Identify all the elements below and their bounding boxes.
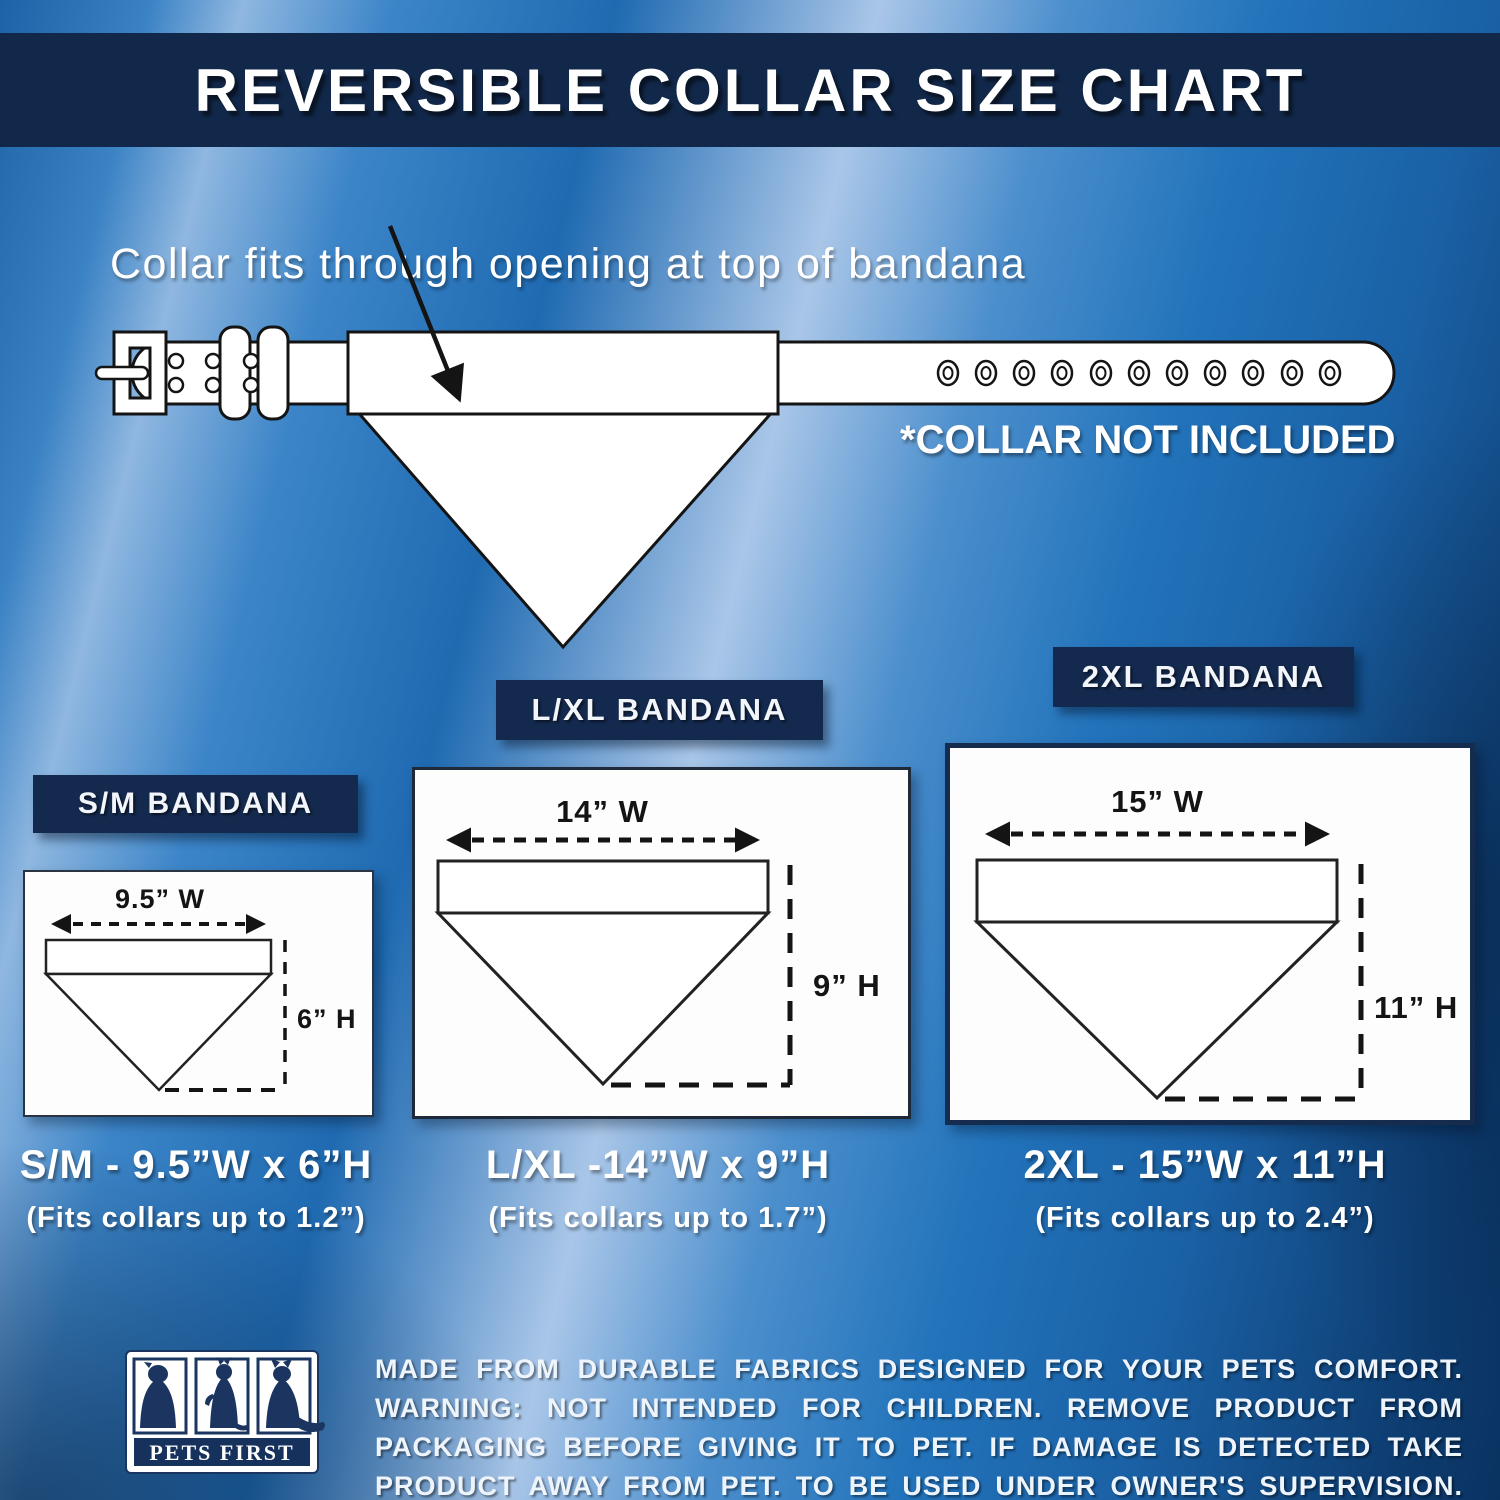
size-panel-2xl: 15” W 11” H: [945, 743, 1475, 1125]
page-title: REVERSIBLE COLLAR SIZE CHART: [194, 56, 1306, 124]
dog-silhouette-icon: [205, 1357, 249, 1431]
bandana-sleeve: [346, 330, 780, 416]
size-fits-text: (Fits collars up to 2.4”): [1035, 1202, 1375, 1234]
warning-text: MADE FROM DURABLE FABRICS DESIGNED FOR Y…: [375, 1350, 1463, 1500]
triangle-outline: [43, 972, 274, 1092]
dog-silhouette-icon: [266, 1359, 325, 1432]
size-fits-text: (Fits collars up to 1.2”): [26, 1202, 366, 1234]
buckle-holes: [167, 352, 260, 394]
collar-channel: [436, 859, 770, 915]
size-caption-lxl: L/XL -14”W x 9”H (Fits collars up to 1.7…: [458, 1143, 858, 1235]
collar-channel: [975, 858, 1339, 924]
height-dimension-label: 6” H: [297, 1004, 357, 1034]
height-dimension-label: 11” H: [1374, 990, 1459, 1025]
size-panel-lxl: 14” W 9” H: [412, 767, 911, 1119]
dog-silhouette-icon: [140, 1362, 176, 1428]
size-diagram-sm: [43, 914, 287, 1092]
size-dimensions-text: 2XL - 15”W x 11”H: [1023, 1143, 1387, 1187]
pets-first-logo: PETS FIRST: [125, 1350, 325, 1474]
warning-line: PRODUCT AWAY FROM PET. TO BE USED UNDER …: [375, 1471, 1463, 1500]
width-dimension-label: 14” W: [556, 794, 649, 829]
size-badge-sm: S/M BANDANA: [33, 775, 358, 833]
width-dimension-label: 9.5” W: [114, 884, 206, 914]
size-caption-sm: S/M - 9.5”W x 6”H (Fits collars up to 1.…: [6, 1143, 386, 1235]
collar-not-included-note: *COLLAR NOT INCLUDED: [900, 418, 1396, 462]
size-badge-label: L/XL BANDANA: [531, 692, 788, 727]
warning-line: MADE FROM DURABLE FABRICS DESIGNED FOR Y…: [375, 1354, 1463, 1384]
size-dimensions-text: S/M - 9.5”W x 6”H: [19, 1143, 373, 1187]
collar-buckle: [94, 325, 290, 421]
size-fits-text: (Fits collars up to 1.7”): [488, 1202, 828, 1234]
warning-line: WARNING: NOT INTENDED FOR CHILDREN. REMO…: [375, 1393, 1463, 1423]
triangle-outline: [434, 911, 772, 1087]
width-dimension-label: 15” W: [1111, 784, 1204, 819]
triangle-outline: [973, 920, 1341, 1101]
header-band: REVERSIBLE COLLAR SIZE CHART: [0, 33, 1500, 147]
size-badge-label: S/M BANDANA: [77, 787, 314, 820]
collar-caption: Collar fits through opening at top of ba…: [110, 240, 1027, 288]
collar-channel: [44, 938, 273, 976]
size-badge-label: 2XL BANDANA: [1081, 659, 1326, 694]
buckle-prong: [94, 365, 150, 381]
size-diagram-2xl: [973, 821, 1364, 1102]
size-caption-2xl: 2XL - 15”W x 11”H (Fits collars up to 2.…: [955, 1143, 1455, 1235]
wordmark-bar: [134, 1438, 310, 1466]
pets-first-wordmark: PETS FIRST: [149, 1440, 294, 1465]
bandana-triangle: [352, 408, 778, 650]
height-dimension-label: 9” H: [813, 968, 881, 1003]
pointer-arrow-icon: [387, 225, 465, 403]
keeper-loop: [218, 325, 252, 421]
dog-tail: [293, 1416, 325, 1432]
size-dimensions-text: L/XL -14”W x 9”H: [485, 1143, 831, 1187]
collar-eyelets: [936, 359, 1342, 387]
warning-line: PACKAGING BEFORE GIVING IT TO PET. IF DA…: [375, 1432, 1463, 1462]
size-badge-2xl: 2XL BANDANA: [1053, 647, 1354, 707]
size-panel-sm: 9.5” W 6” H: [23, 870, 374, 1117]
collar-illustration: [94, 225, 1396, 650]
size-badge-lxl: L/XL BANDANA: [496, 680, 823, 740]
keeper-loop: [256, 325, 290, 421]
size-diagram-lxl: [434, 827, 793, 1088]
